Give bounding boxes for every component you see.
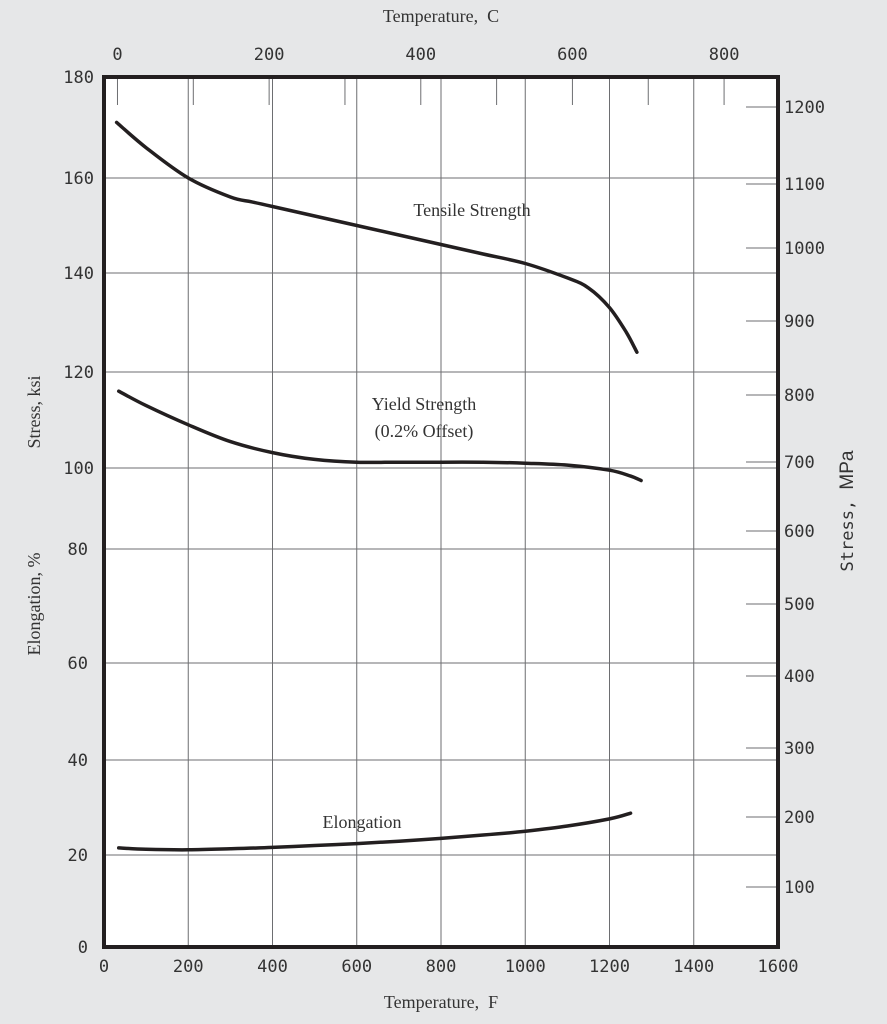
x-axis-title: Temperature, F — [384, 992, 498, 1012]
y2-tick-label: 700 — [784, 453, 815, 473]
grid — [104, 77, 778, 947]
y-tick-label-stress: 180 — [63, 68, 94, 88]
yield-offset-label: (0.2% Offset) — [375, 421, 474, 442]
x-tick-label: 800 — [426, 957, 457, 977]
x-tick-label: 400 — [257, 957, 288, 977]
x-tick-label: 600 — [341, 957, 372, 977]
curves — [114, 120, 643, 852]
y-tick-label-elongation: 0 — [78, 938, 88, 958]
tensile-strength-curve — [114, 120, 639, 354]
y2-axis-title-unit: MPa — [837, 450, 858, 490]
y-tick-label-stress: 160 — [63, 169, 94, 189]
top-tick-label: 800 — [709, 45, 740, 65]
tick-labels: 0 200 400 600 800 1000 1200 1400 160018016014012… — [63, 45, 825, 977]
y2-tick-label: 1100 — [784, 175, 825, 195]
y2-tick-label: 800 — [784, 386, 815, 406]
x-tick-label: 0 — [99, 957, 109, 977]
yield-strength-label: Yield Strength — [372, 394, 477, 414]
x-tick-label: 1000 — [505, 957, 546, 977]
y-tick-label-stress: 100 — [63, 459, 94, 479]
elongation-label: Elongation — [323, 812, 402, 832]
plot-frame — [102, 75, 780, 949]
top-tick-label: 600 — [557, 45, 588, 65]
top-tick-label: 400 — [405, 45, 436, 65]
y-tick-label-elongation: 60 — [68, 654, 88, 674]
y2-tick-label: 1200 — [784, 98, 825, 118]
y2-tick-label: 1000 — [784, 239, 825, 259]
y-axis-title-stress-ksi: Stress, ksi — [24, 375, 44, 448]
y2-tick-label: 500 — [784, 595, 815, 615]
yield-strength-curve — [116, 389, 643, 483]
y2-tick-label: 400 — [784, 667, 815, 687]
y2-tick-label: 300 — [784, 739, 815, 759]
top-axis-ticks — [116, 77, 725, 105]
y2-tick-label: 900 — [784, 312, 815, 332]
top-axis-title: Temperature, C — [383, 6, 499, 26]
x-tick-label: 200 — [173, 957, 204, 977]
y-tick-label-elongation: 40 — [68, 751, 88, 771]
right-axis-ticks — [746, 106, 778, 888]
y2-tick-label: 100 — [784, 878, 815, 898]
y-tick-label-elongation: 20 — [68, 846, 88, 866]
y2-tick-label: 600 — [784, 522, 815, 542]
y-axis-title-elongation: Elongation, % — [24, 553, 44, 656]
x-tick-label: 1600 — [758, 957, 799, 977]
y-tick-label-stress: 140 — [63, 264, 94, 284]
x-tick-label: 1200 — [589, 957, 630, 977]
elongation-curve — [116, 811, 633, 852]
y2-axis-title-prefix: Stress, — [838, 490, 858, 572]
y2-tick-label: 200 — [784, 808, 815, 828]
y2-axis-title: Stress, MPa — [837, 450, 858, 571]
tensile-strength-label: Tensile Strength — [413, 200, 530, 220]
y-tick-label-elongation: 80 — [68, 540, 88, 560]
y-tick-label-stress: 120 — [63, 363, 94, 383]
top-tick-label: 0 — [112, 45, 122, 65]
top-tick-label: 200 — [254, 45, 285, 65]
x-tick-label: 1400 — [673, 957, 714, 977]
